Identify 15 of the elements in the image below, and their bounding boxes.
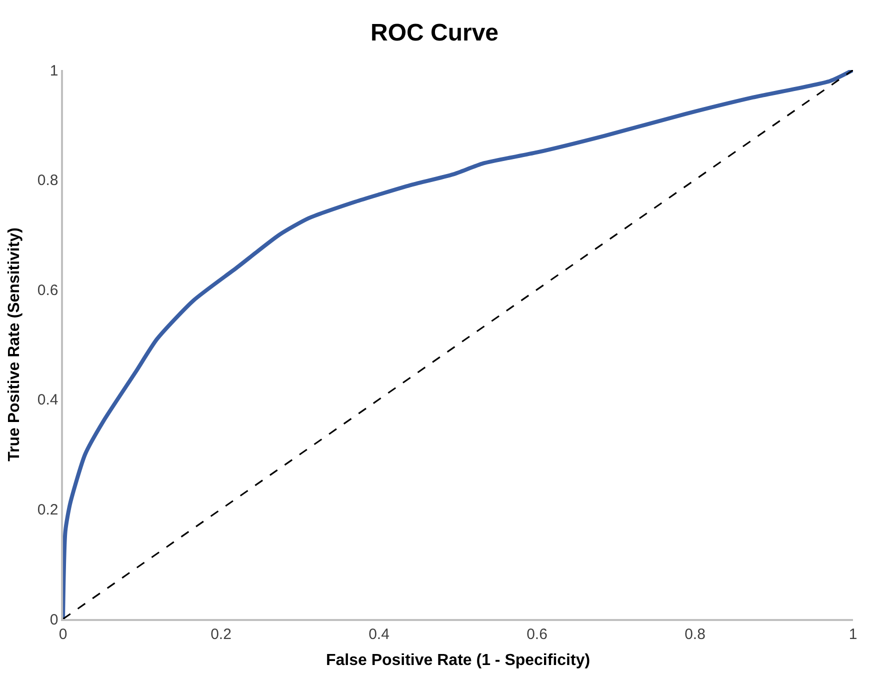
y-tick-label: 0.4: [37, 392, 58, 409]
chart-title: ROC Curve: [370, 20, 499, 47]
x-tick-label: 0.4: [368, 626, 390, 643]
y-tick-label: 0.6: [37, 282, 58, 299]
y-axis-title: True Positive Rate (Sensitivity): [6, 228, 23, 462]
x-axis-title: False Positive Rate (1 - Specificity): [326, 652, 590, 669]
x-tick-label: 1: [848, 626, 858, 643]
line-series: [63, 70, 853, 619]
y-tick-label: 0.2: [37, 501, 58, 518]
y-tick-label: 0.8: [37, 172, 58, 190]
x-tick-label: 0.6: [526, 626, 548, 643]
x-tick-label: 0.8: [684, 626, 706, 643]
y-tick-label: 1: [50, 62, 58, 80]
x-tick-label: 0.2: [210, 626, 232, 643]
y-tick-label: 0: [50, 611, 58, 628]
